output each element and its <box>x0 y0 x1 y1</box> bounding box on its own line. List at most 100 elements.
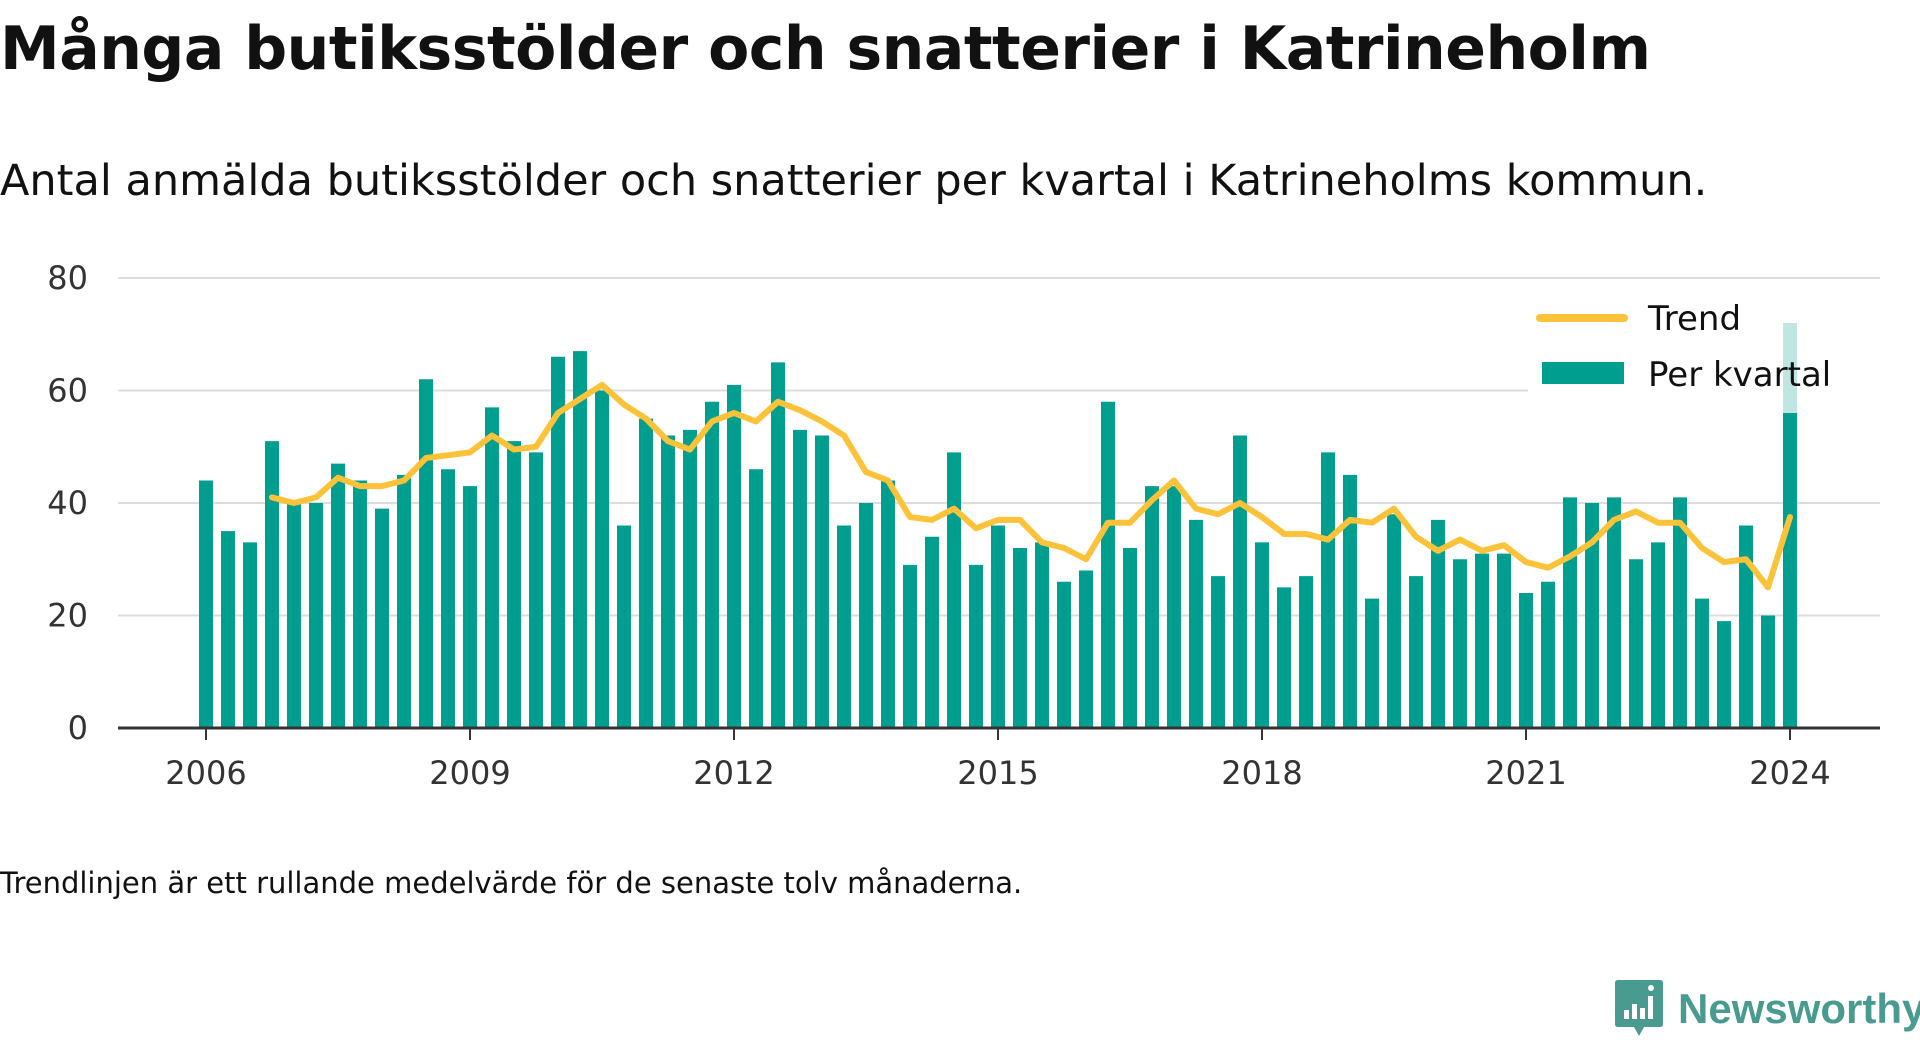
bar <box>947 452 961 728</box>
bar <box>1211 576 1225 728</box>
bar <box>617 525 631 728</box>
bar <box>441 469 455 728</box>
x-tick-label: 2021 <box>1485 754 1566 792</box>
bar <box>1607 497 1621 728</box>
bar <box>969 564 983 728</box>
bar <box>1101 401 1115 728</box>
bar <box>485 407 499 728</box>
chart-title: Många butiksstölder och snatterier i Kat… <box>0 14 1651 84</box>
bar <box>727 384 741 728</box>
x-tick-label: 2012 <box>693 754 774 792</box>
x-tick-label: 2009 <box>429 754 510 792</box>
bar <box>1123 548 1137 728</box>
y-tick-label: 60 <box>47 372 88 410</box>
bar <box>1321 452 1335 728</box>
bar <box>1365 598 1379 728</box>
bar <box>1475 553 1489 728</box>
bar <box>1079 570 1093 728</box>
bar <box>463 486 477 728</box>
legend-bar-swatch <box>1542 362 1624 384</box>
legend: Trend Per kvartal <box>1536 299 1831 395</box>
bar <box>243 542 257 728</box>
footnote: Trendlinjen är ett rullande medelvärde f… <box>0 866 1023 900</box>
bar <box>529 452 543 728</box>
bar <box>991 525 1005 728</box>
bar <box>925 536 939 728</box>
bar <box>683 429 697 728</box>
y-tick-label: 40 <box>47 484 88 522</box>
bar <box>1233 435 1247 728</box>
bar <box>1255 542 1269 728</box>
bar <box>1409 576 1423 728</box>
bar <box>1739 525 1753 728</box>
bar <box>1453 559 1467 728</box>
bar <box>309 503 323 728</box>
bar <box>837 525 851 728</box>
bar <box>419 379 433 728</box>
bar <box>1343 474 1357 728</box>
bar <box>1651 542 1665 728</box>
bar <box>1299 576 1313 728</box>
bar <box>793 429 807 728</box>
bar <box>639 418 653 728</box>
x-tick-label: 2018 <box>1221 754 1302 792</box>
bar <box>1585 503 1599 728</box>
bar <box>815 435 829 728</box>
bar <box>375 508 389 728</box>
bar <box>661 435 675 728</box>
bar <box>749 469 763 728</box>
bar <box>1013 548 1027 728</box>
trend-line <box>269 381 1793 591</box>
bar <box>1497 553 1511 728</box>
bar <box>1035 542 1049 728</box>
bar <box>1387 514 1401 728</box>
x-tick-label: 2015 <box>957 754 1038 792</box>
bar <box>1145 486 1159 728</box>
bar <box>1277 587 1291 728</box>
bar <box>1189 519 1203 728</box>
x-tick-label: 2006 <box>165 754 246 792</box>
brand-name: Newsworthy <box>1678 985 1920 1032</box>
newsworthy-icon <box>1615 980 1663 1036</box>
bar <box>287 503 301 728</box>
bar <box>1167 486 1181 728</box>
bar <box>1673 497 1687 728</box>
bar <box>1541 581 1555 728</box>
bar <box>573 351 587 728</box>
bar <box>705 401 719 728</box>
bar <box>353 480 367 728</box>
bar <box>881 480 895 728</box>
bar <box>265 441 279 728</box>
bar <box>551 356 565 728</box>
bar <box>1431 519 1445 728</box>
bar-latest-confirmed <box>1783 413 1797 728</box>
bar <box>903 564 917 728</box>
bar <box>221 531 235 728</box>
chart: 0 20 40 60 80 2006 2009 2012 2015 2018 2021 2024 Tr… <box>47 259 1880 792</box>
bar <box>199 480 213 728</box>
x-tick-label: 2024 <box>1749 754 1830 792</box>
bar <box>331 463 345 728</box>
bar <box>1695 598 1709 728</box>
chart-subtitle: Antal anmälda butiksstölder och snatteri… <box>0 156 1708 206</box>
bar <box>1519 593 1533 728</box>
bar <box>771 362 785 728</box>
newsworthy-logo: Newsworthy <box>1614 978 1920 1040</box>
bar-layer <box>199 323 1797 728</box>
legend-background <box>1528 290 1880 728</box>
legend-box <box>1528 290 1880 406</box>
bar <box>1057 581 1071 728</box>
bar <box>1629 559 1643 728</box>
bar <box>1563 497 1577 728</box>
legend-bar-label: Per kvartal <box>1648 355 1831 395</box>
bar <box>1717 621 1731 728</box>
legend-trend-label: Trend <box>1647 299 1741 339</box>
bar <box>1761 615 1775 728</box>
bar <box>507 441 521 728</box>
bar <box>595 390 609 728</box>
bar <box>397 474 411 728</box>
bar <box>859 503 873 728</box>
y-tick-label: 80 <box>47 259 88 297</box>
axis-layer: 0 20 40 60 80 2006 2009 2012 2015 2018 2021 2024 <box>47 259 1880 792</box>
trend-layer <box>269 381 1793 591</box>
